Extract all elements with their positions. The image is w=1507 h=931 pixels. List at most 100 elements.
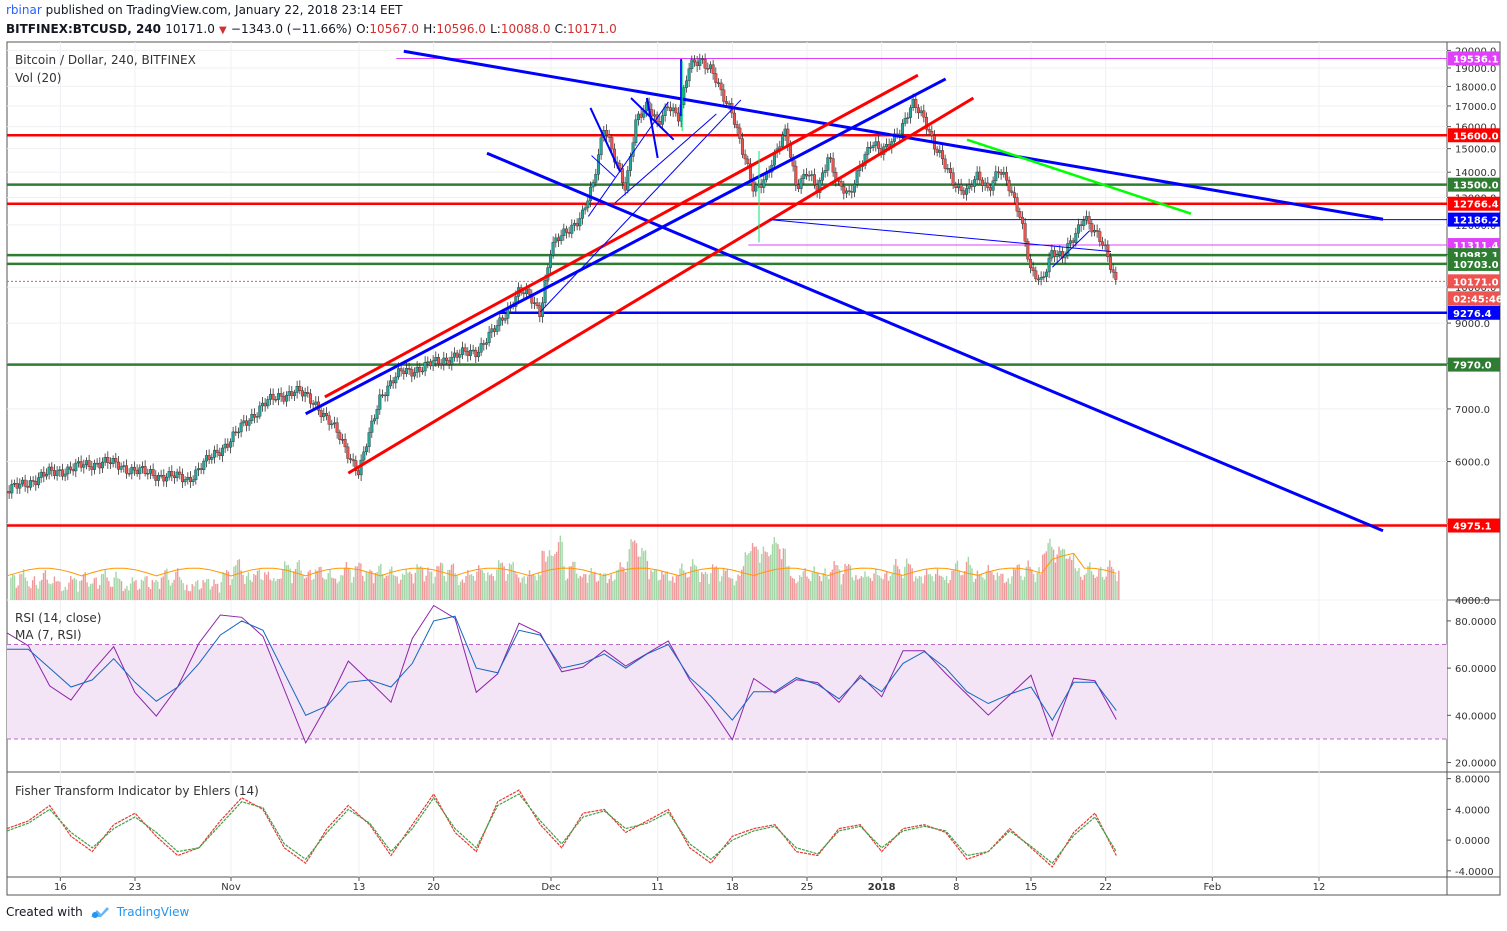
candle-body: [1111, 269, 1115, 273]
price-tick-label: 4000.0: [1455, 596, 1490, 607]
candle-body: [303, 392, 307, 397]
level-tag-label: 12186.2: [1453, 216, 1499, 227]
candle-body: [170, 471, 174, 477]
volume-bar: [795, 583, 797, 600]
volume-bar: [322, 577, 324, 600]
candle-body: [327, 415, 331, 425]
candle-body: [876, 141, 880, 149]
volume-bar: [450, 564, 453, 600]
volume-bar: [575, 573, 578, 600]
volume-bar: [420, 566, 422, 600]
volume-bar: [681, 563, 683, 600]
candle-body: [476, 351, 480, 358]
time-tick-label: 18: [726, 882, 739, 893]
volume-bar: [126, 585, 128, 600]
level-tag: [1448, 128, 1500, 143]
candle-body: [759, 184, 763, 188]
level-tag-label: 12766.4: [1453, 200, 1499, 211]
volume-bar: [548, 550, 551, 600]
symbol-info: BITFINEX:BTCUSD, 240 10171.0 ▼ −1343.0 (…: [6, 22, 617, 36]
candle-body: [322, 413, 326, 418]
candle-body: [588, 186, 592, 202]
candle-body: [335, 422, 339, 433]
volume-bar: [461, 579, 464, 600]
candle-body: [10, 484, 14, 494]
candle-body: [1076, 224, 1080, 234]
candle-body: [140, 466, 144, 468]
volume-bar: [383, 578, 386, 600]
volume-bar: [1000, 573, 1002, 600]
volume-bar: [405, 568, 407, 600]
candle-body: [194, 469, 198, 481]
candle-body: [852, 184, 856, 193]
low-label: L:: [490, 22, 501, 36]
volume-bar: [915, 576, 917, 600]
volume-bar: [280, 578, 282, 600]
candle-body: [178, 471, 182, 475]
candle-body: [868, 147, 872, 149]
volume-bar: [1074, 568, 1077, 600]
volume-bar: [708, 583, 710, 600]
candle-body: [871, 145, 875, 148]
volume-bar: [120, 581, 123, 600]
candle-body: [916, 107, 920, 114]
level-tag: [1448, 51, 1500, 66]
volume-bar: [400, 579, 402, 600]
trendline-rising-channel-bottom: [347, 96, 975, 475]
price-tick-label: 10000.0: [1455, 283, 1496, 294]
volume-bar: [626, 561, 629, 600]
candle-body: [503, 318, 507, 321]
volume-bar: [577, 578, 580, 600]
volume-bar: [610, 574, 612, 600]
volume-bar: [485, 580, 487, 600]
volume-bar: [443, 575, 445, 600]
volume-bar: [167, 579, 170, 600]
volume-bar: [954, 563, 957, 600]
volume-bar: [26, 581, 28, 600]
volume-bar: [788, 565, 790, 600]
volume-bar: [278, 578, 280, 600]
volume-bar: [523, 576, 525, 600]
volume-bar: [1051, 546, 1053, 600]
level-tag: [1448, 256, 1500, 271]
candle-body: [794, 165, 798, 186]
candle-body: [874, 141, 878, 146]
candle-body: [151, 469, 155, 476]
volume-bar: [44, 570, 47, 600]
volume-bar: [467, 570, 469, 600]
volume-bar: [722, 567, 725, 600]
volume-bar: [1038, 567, 1040, 600]
volume-bar: [759, 562, 761, 600]
candle-body: [250, 414, 254, 421]
volume-bar: [19, 574, 21, 600]
candle-body: [308, 393, 312, 404]
volume-bar: [993, 574, 995, 600]
candle-body: [215, 449, 219, 453]
candle-body: [687, 68, 691, 82]
candle-body: [460, 347, 464, 355]
volume-bar: [973, 581, 975, 600]
tradingview-link[interactable]: TradingView: [116, 905, 190, 919]
volume-bar: [15, 587, 18, 600]
author-link[interactable]: rbinar: [6, 3, 42, 17]
volume-bar: [331, 577, 333, 600]
chart-canvas[interactable]: 4000.05000.06000.07000.08000.09000.01000…: [0, 0, 1507, 900]
volume-bar: [953, 570, 955, 600]
candle-body: [175, 471, 179, 479]
volume-bar: [1029, 566, 1031, 600]
candle-body: [162, 474, 166, 482]
candle-body: [236, 431, 240, 434]
candle-body: [1015, 197, 1019, 212]
candle-body: [439, 363, 443, 365]
volume-bar: [496, 569, 498, 600]
volume-bar: [313, 578, 315, 600]
volume-bar: [24, 577, 27, 600]
volume-bar: [808, 578, 810, 600]
candle-body: [103, 457, 107, 463]
candle-body: [60, 469, 64, 477]
candle-body: [279, 393, 283, 397]
volume-bar: [603, 573, 605, 600]
volume-bar: [251, 581, 253, 600]
candle-body: [204, 455, 208, 462]
level-tag: [1448, 305, 1500, 320]
